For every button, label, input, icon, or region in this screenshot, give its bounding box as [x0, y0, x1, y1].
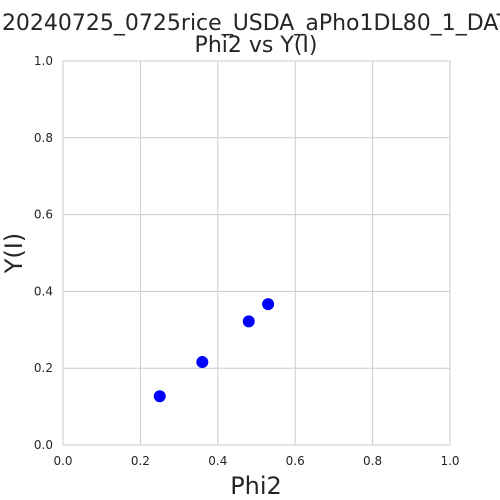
plot-frame [62, 60, 451, 446]
chart-title-line-1: 20240725_0725rice_USDA_aPho1DL80_1_DAT [2, 11, 500, 36]
y-axis-label: Y(I) [0, 233, 28, 274]
tick-labels: 0.0 0.2 0.4 0.6 0.8 1.0 0.0 0.2 0.4 0.6 0.8 1.0 [34, 54, 460, 468]
data-point [242, 315, 255, 328]
data-point [196, 356, 209, 369]
y-tick-label: 0.8 [34, 131, 53, 145]
data-point [153, 390, 166, 403]
x-tick-label: 0.2 [131, 454, 150, 468]
chart-title-line-2: Phi2 vs Y(I) [195, 33, 318, 58]
data-points [153, 298, 275, 403]
x-tick-label: 0.8 [363, 454, 382, 468]
grid [62, 60, 451, 446]
x-axis-label: Phi2 [230, 472, 282, 500]
y-tick-label: 1.0 [34, 54, 53, 68]
y-tick-label: 0.6 [34, 208, 53, 222]
x-tick-label: 0.4 [208, 454, 227, 468]
y-tick-label: 0.0 [34, 438, 53, 452]
x-tick-label: 1.0 [440, 454, 459, 468]
data-point [262, 298, 275, 311]
y-tick-label: 0.4 [34, 284, 53, 298]
x-tick-label: 0.6 [286, 454, 305, 468]
x-tick-label: 0.0 [53, 454, 72, 468]
y-tick-label: 0.2 [34, 361, 53, 375]
